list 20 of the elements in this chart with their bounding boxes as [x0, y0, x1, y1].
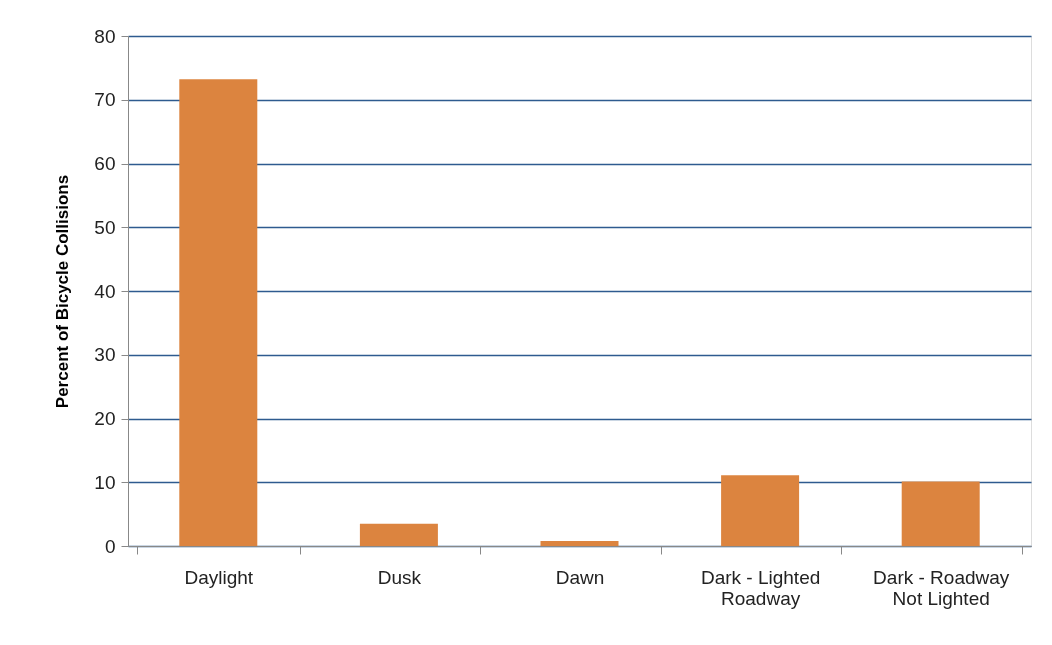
y-tick-label: 70: [94, 89, 116, 111]
y-tick-label: 60: [94, 153, 116, 174]
x-tick-label: Dark - Roadway Not Lighted: [873, 566, 1010, 609]
y-tick-label: 20: [94, 408, 116, 429]
bar: [179, 79, 258, 546]
y-tick-label: 0: [104, 535, 116, 557]
bar: [359, 523, 438, 546]
x-tick-label: Dawn: [555, 566, 605, 588]
bar: [901, 481, 980, 546]
x-tick-label: Daylight: [184, 566, 254, 588]
x-tick-label: Dusk: [377, 566, 422, 588]
x-tick-label: Dark - Lighted Roadway: [700, 566, 821, 609]
y-axis-title: Percent of Bicycle Collisions: [53, 174, 73, 409]
y-tick-label: 50: [94, 216, 116, 238]
y-tick-label: 10: [94, 471, 116, 493]
y-tick-label: 30: [94, 344, 116, 366]
y-tick-label: 40: [94, 280, 116, 302]
bar: [540, 540, 619, 546]
y-tick-label: 80: [94, 25, 116, 47]
bar: [721, 475, 800, 546]
